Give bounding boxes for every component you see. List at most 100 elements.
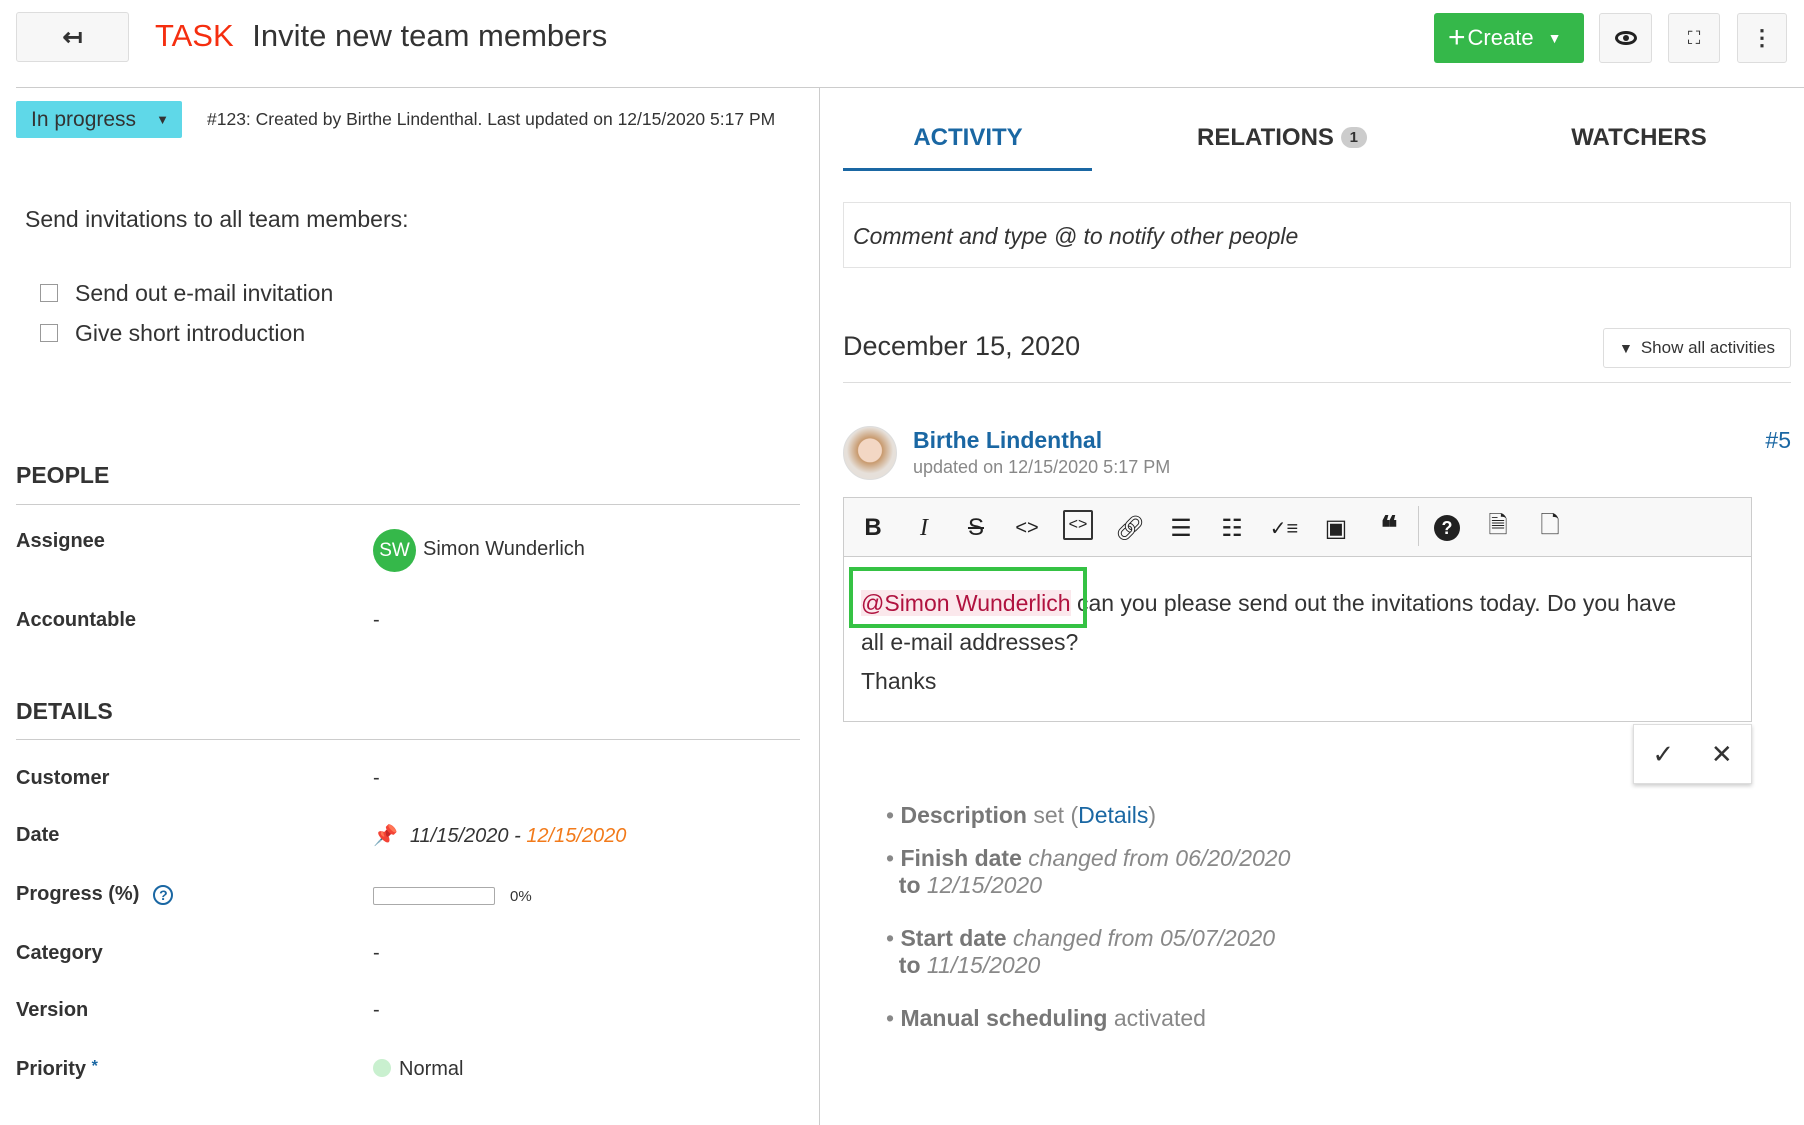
checklist-item: Give short introduction	[75, 320, 306, 346]
change-field: Manual scheduling	[900, 1005, 1108, 1031]
back-button[interactable]: ↤	[16, 12, 129, 62]
author-link[interactable]: Birthe Lindenthal	[913, 427, 1103, 453]
preview-icon[interactable]: 🗎︎	[1488, 511, 1508, 539]
comment-line-2: all e-mail addresses?	[861, 629, 1079, 655]
change-text: changed from 06/20/2020	[1021, 845, 1291, 871]
activity-number-link[interactable]: #5	[1765, 427, 1791, 453]
split-divider[interactable]	[819, 87, 820, 1125]
status-dropdown[interactable]: In progress ▼	[16, 101, 182, 138]
customer-label: Customer	[16, 767, 110, 789]
priority-text: Normal	[399, 1058, 464, 1080]
date-divider	[843, 382, 1791, 383]
people-heading: PEOPLE	[16, 462, 110, 488]
source-mode-icon[interactable]: 🗋︎	[1540, 511, 1560, 539]
editor-actions: ✓ ✕	[1633, 724, 1752, 784]
accountable-value[interactable]: -	[373, 609, 380, 631]
author-avatar	[843, 426, 897, 480]
quote-icon[interactable]: ❝	[1380, 510, 1398, 546]
active-tab-indicator	[843, 168, 1092, 171]
assignee-value[interactable]: Simon Wunderlich	[423, 538, 585, 560]
date-value[interactable]: 📌 11/15/2020 - 12/15/2020	[373, 823, 626, 848]
comment-line-1: can you please send out the invitations …	[1070, 590, 1677, 616]
create-label: Create	[1467, 25, 1534, 50]
comment-editor[interactable]	[843, 497, 1752, 722]
page-title: TASK Invite new team members	[155, 18, 607, 54]
progress-bar[interactable]	[373, 887, 495, 905]
italic-icon[interactable]: I	[920, 514, 928, 541]
help-icon[interactable]: ?	[1429, 510, 1465, 546]
updated-text: updated on 12/15/2020 5:17 PM	[913, 457, 1171, 477]
help-icon[interactable]: ?	[153, 885, 174, 905]
caret-down-icon: ▼	[1547, 30, 1562, 46]
cancel-close-icon[interactable]: ✕	[1710, 738, 1733, 769]
checkbox[interactable]	[40, 284, 58, 302]
tab-watchers[interactable]: WATCHERS	[1571, 124, 1707, 151]
change-item: • Description set (Details)	[886, 802, 1157, 828]
editor-content[interactable]: @Simon Wunderlich can you please send ou…	[861, 584, 1741, 701]
relations-count-badge: 1	[1340, 127, 1367, 148]
filter-icon: ▼	[1618, 340, 1633, 356]
create-button[interactable]: + Create ▼	[1434, 13, 1584, 63]
show-all-label: Show all activities	[1640, 338, 1776, 357]
task-meta: #123: Created by Birthe Lindenthal. Last…	[207, 109, 776, 129]
editor-toolbar	[844, 498, 1751, 557]
strikethrough-icon[interactable]: S	[967, 514, 984, 541]
more-vertical-icon: ⋮	[1751, 25, 1773, 50]
checklist-item: Send out e-mail invitation	[75, 280, 334, 306]
code-block-icon[interactable]: <>	[1063, 510, 1093, 540]
mention[interactable]: @Simon Wunderlich	[861, 590, 1071, 616]
change-to-value: 12/15/2020	[920, 872, 1043, 898]
date-separator: -	[508, 825, 527, 847]
customer-value[interactable]: -	[373, 767, 380, 789]
image-icon[interactable]: ▣	[1324, 514, 1348, 542]
toolbar-separator	[1418, 506, 1419, 546]
inline-code-icon[interactable]: <>	[1015, 516, 1039, 539]
todo-list-icon[interactable]: ✓≡	[1269, 517, 1299, 540]
priority-label: Priority *	[16, 1058, 98, 1081]
priority-value[interactable]: Normal	[373, 1058, 463, 1081]
bold-icon[interactable]: B	[864, 514, 882, 541]
change-item: • Finish date changed from 06/20/2020 to…	[886, 845, 1291, 898]
start-date: 11/15/2020	[409, 825, 509, 847]
bulleted-list-icon[interactable]: ☰	[1170, 514, 1192, 542]
comment-line-3: Thanks	[861, 668, 937, 694]
comment-placeholder: Comment and type @ to notify other peopl…	[853, 223, 1299, 249]
pin-icon: 📌	[373, 825, 398, 847]
link-icon[interactable]: 🔗︎	[1114, 514, 1146, 542]
title-text: Invite new team members	[252, 18, 608, 53]
change-text: activated	[1107, 1005, 1206, 1031]
tab-relations[interactable]: RELATIONS 1	[1197, 124, 1367, 152]
required-mark: *	[91, 1058, 98, 1075]
expand-icon: ⛶	[1687, 27, 1701, 48]
change-item: • Manual scheduling activated	[886, 1005, 1206, 1031]
caret-down-icon: ▼	[156, 112, 169, 127]
mention-highlight-box	[849, 567, 1087, 628]
more-button[interactable]: ⋮	[1737, 13, 1787, 63]
status-label: In progress	[31, 107, 137, 131]
change-field: Start date	[900, 925, 1007, 951]
arrow-left-icon: ↤	[62, 23, 83, 51]
fullscreen-button[interactable]: ⛶	[1668, 13, 1720, 63]
checkbox[interactable]	[40, 324, 58, 342]
save-check-icon[interactable]: ✓	[1652, 738, 1675, 769]
details-heading: DETAILS	[16, 698, 113, 724]
category-value[interactable]: -	[373, 942, 380, 964]
people-divider	[16, 504, 800, 505]
change-to: to	[898, 872, 921, 898]
details-divider	[16, 739, 800, 740]
finish-date: 12/15/2020	[526, 825, 627, 847]
version-value[interactable]: -	[373, 999, 380, 1021]
header-divider	[16, 87, 1804, 88]
tab-activity[interactable]: ACTIVITY	[913, 124, 1023, 151]
details-link[interactable]: Details	[1078, 802, 1149, 828]
show-all-activities-button[interactable]: ▼ Show all activities	[1603, 328, 1791, 368]
version-label: Version	[16, 999, 89, 1021]
numbered-list-icon[interactable]: ☷	[1221, 514, 1243, 542]
date-label: Date	[16, 824, 60, 846]
activity-date: December 15, 2020	[843, 331, 1081, 361]
accountable-label: Accountable	[16, 609, 137, 631]
comment-input[interactable]: Comment and type @ to notify other peopl…	[843, 202, 1791, 268]
change-end: )	[1148, 802, 1157, 828]
progress-label: Progress (%)?	[16, 883, 174, 906]
watch-button[interactable]	[1599, 13, 1652, 63]
